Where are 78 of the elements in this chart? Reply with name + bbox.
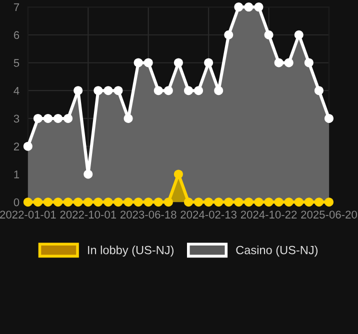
y-tick-label: 4 bbox=[14, 86, 20, 95]
point bbox=[164, 198, 173, 207]
point bbox=[214, 198, 224, 207]
point bbox=[84, 170, 93, 179]
point bbox=[204, 58, 214, 68]
point bbox=[144, 198, 153, 207]
point bbox=[274, 58, 284, 68]
point bbox=[254, 198, 264, 207]
point bbox=[164, 86, 173, 96]
point bbox=[54, 198, 63, 207]
point bbox=[294, 30, 304, 40]
x-tick-label: 2022-01-01 bbox=[0, 210, 56, 219]
point bbox=[324, 198, 334, 207]
point bbox=[274, 198, 284, 207]
point bbox=[144, 58, 153, 68]
point bbox=[284, 58, 294, 68]
point bbox=[224, 30, 234, 40]
point bbox=[304, 58, 314, 68]
point bbox=[254, 2, 264, 12]
point bbox=[244, 2, 254, 12]
point bbox=[64, 198, 73, 207]
point bbox=[74, 198, 83, 207]
point bbox=[94, 198, 103, 207]
point bbox=[104, 198, 113, 207]
point bbox=[324, 114, 334, 123]
y-tick-label: 6 bbox=[14, 31, 20, 40]
point bbox=[23, 142, 32, 151]
y-tick-label: 7 bbox=[14, 3, 20, 12]
point bbox=[184, 86, 193, 96]
point bbox=[194, 198, 204, 207]
x-tick-label: 2024-02-13 bbox=[180, 210, 237, 219]
point bbox=[43, 114, 52, 123]
x-tick-label: 2025-06-20 bbox=[301, 210, 357, 219]
point bbox=[134, 58, 143, 68]
x-tick-label: 2023-06-18 bbox=[120, 210, 176, 219]
y-tick-label: 1 bbox=[14, 170, 20, 178]
point bbox=[114, 198, 123, 207]
point bbox=[114, 86, 123, 96]
point bbox=[134, 198, 143, 207]
point bbox=[294, 198, 304, 207]
point bbox=[234, 2, 244, 12]
point bbox=[244, 198, 254, 207]
point bbox=[234, 198, 244, 207]
legend-label: In lobby (US-NJ) bbox=[88, 246, 174, 257]
y-tick-label: 3 bbox=[14, 114, 20, 123]
legend-label: Casino (US-NJ) bbox=[236, 246, 318, 257]
point bbox=[33, 114, 42, 123]
y-tick-label: 0 bbox=[14, 198, 20, 206]
point bbox=[304, 198, 314, 207]
point bbox=[184, 198, 193, 207]
point bbox=[214, 86, 224, 96]
x-tick-label: 2022-10-01 bbox=[60, 210, 116, 219]
point bbox=[314, 198, 324, 207]
point bbox=[54, 114, 63, 123]
point bbox=[154, 198, 163, 207]
point bbox=[84, 198, 93, 207]
point bbox=[314, 86, 324, 96]
point bbox=[74, 86, 83, 96]
point bbox=[64, 114, 73, 123]
point bbox=[264, 30, 274, 40]
y-tick-label: 5 bbox=[14, 59, 20, 67]
point bbox=[94, 86, 103, 96]
point bbox=[174, 170, 183, 179]
y-tick-label: 2 bbox=[14, 142, 20, 150]
point bbox=[124, 114, 133, 123]
point bbox=[104, 86, 113, 96]
point bbox=[23, 198, 32, 207]
point bbox=[204, 198, 214, 207]
point bbox=[174, 58, 183, 68]
point bbox=[43, 198, 52, 207]
point bbox=[154, 86, 163, 96]
point bbox=[194, 86, 204, 96]
x-tick-label: 2024-10-22 bbox=[240, 210, 297, 219]
point bbox=[33, 198, 42, 207]
point bbox=[224, 198, 234, 207]
point bbox=[264, 198, 274, 207]
point bbox=[124, 198, 133, 207]
point bbox=[284, 198, 294, 207]
